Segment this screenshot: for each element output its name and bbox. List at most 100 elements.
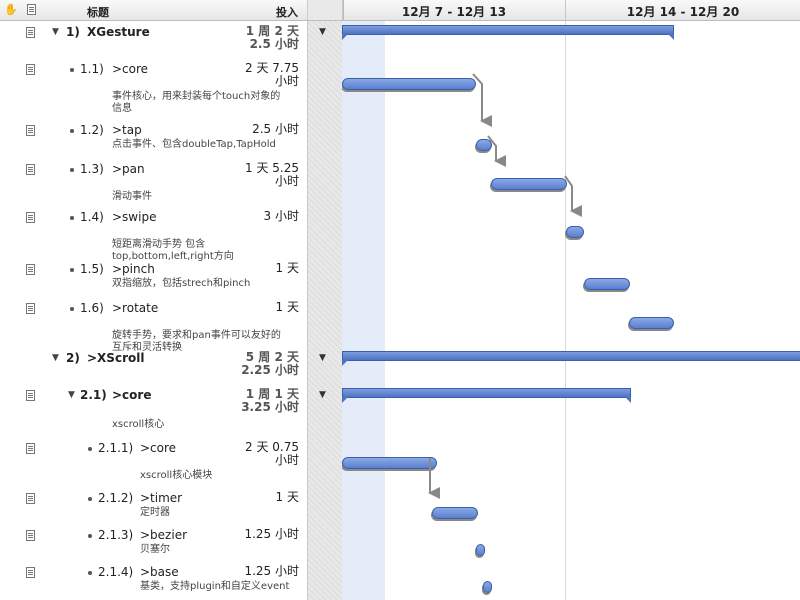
task-bar[interactable]: [432, 507, 478, 519]
bullet-icon: [70, 129, 74, 133]
note-icon[interactable]: [27, 4, 36, 15]
group-menu-icon[interactable]: ▼: [319, 353, 326, 363]
task-title[interactable]: >core: [112, 388, 152, 402]
task-bar[interactable]: [342, 457, 437, 469]
task-number: 1.5): [80, 262, 104, 276]
summary-bar[interactable]: [342, 388, 631, 403]
task-effort[interactable]: 3 小时: [189, 210, 299, 223]
task-title[interactable]: >timer: [140, 491, 183, 505]
group-menu-icon[interactable]: ▼: [319, 27, 326, 37]
task-bar[interactable]: [483, 581, 492, 593]
bullet-icon: [70, 307, 74, 311]
task-effort[interactable]: 1 天: [189, 262, 299, 275]
task-effort[interactable]: 1 周 2 天 2.5 小时: [189, 25, 299, 51]
note-icon[interactable]: [26, 125, 35, 136]
effort-line: 3.25 小时: [241, 400, 299, 414]
task-note[interactable]: 基类，支持plugin和自定义event: [140, 581, 330, 593]
effort-line: 1.25 小时: [244, 527, 299, 541]
effort-column-header[interactable]: 投入: [276, 6, 298, 19]
task-number: 2.1.1): [98, 441, 134, 455]
week-gridline: [565, 21, 566, 600]
gantt-chart[interactable]: [342, 21, 800, 600]
task-effort[interactable]: 1 周 1 天 3.25 小时: [189, 388, 299, 414]
note-icon[interactable]: [26, 303, 35, 314]
note-icon[interactable]: [26, 64, 35, 75]
note-icon[interactable]: [26, 530, 35, 541]
effort-line: 1 周 2 天: [245, 24, 299, 38]
task-title[interactable]: >core: [112, 62, 149, 76]
task-number: 2.1.3): [98, 528, 134, 542]
task-number: 1.1): [80, 62, 104, 76]
task-effort[interactable]: 1.25 小时: [189, 528, 299, 541]
group-menu-icon[interactable]: ▼: [319, 390, 326, 400]
week-separator: [565, 0, 566, 20]
effort-line: 5 周 2 天: [245, 350, 299, 364]
note-icon[interactable]: [26, 264, 35, 275]
week-label-1: 12月 7 - 12月 13: [401, 5, 507, 19]
task-effort[interactable]: 2 天 7.75 小时: [189, 62, 299, 88]
task-number: 2): [66, 351, 80, 365]
task-bar[interactable]: [491, 178, 567, 190]
effort-line: 小时: [274, 453, 299, 467]
task-note[interactable]: 贝塞尔: [140, 544, 330, 556]
effort-line: 1 天 5.25: [245, 161, 299, 175]
week-label-2: 12月 14 - 12月 20: [626, 5, 740, 19]
task-title[interactable]: >pan: [112, 162, 145, 176]
task-note[interactable]: 定时器: [140, 507, 330, 519]
task-note[interactable]: xscroll核心模块: [140, 470, 330, 482]
disclosure-triangle-icon[interactable]: ▼: [68, 390, 75, 400]
effort-line: 1 天: [275, 261, 299, 275]
task-bar[interactable]: [476, 544, 485, 556]
task-effort[interactable]: 1 天 5.25 小时: [189, 162, 299, 188]
task-note[interactable]: xscroll核心: [112, 419, 302, 431]
task-title[interactable]: >pinch: [112, 262, 155, 276]
task-title[interactable]: >core: [140, 441, 177, 455]
task-title[interactable]: >swipe: [112, 210, 157, 224]
task-bar[interactable]: [566, 226, 584, 238]
title-column-header[interactable]: 标题: [87, 6, 109, 19]
effort-line: 3 小时: [263, 209, 299, 223]
task-title[interactable]: >rotate: [112, 301, 159, 315]
task-effort[interactable]: 2 天 0.75 小时: [189, 441, 299, 467]
task-effort[interactable]: 2.5 小时: [189, 123, 299, 136]
task-effort[interactable]: 5 周 2 天 2.25 小时: [189, 351, 299, 377]
disclosure-triangle-icon[interactable]: ▼: [52, 353, 59, 363]
note-icon[interactable]: [26, 212, 35, 223]
disclosure-triangle-icon[interactable]: ▼: [52, 27, 59, 37]
summary-bar[interactable]: [342, 25, 674, 40]
note-icon[interactable]: [26, 164, 35, 175]
note-icon[interactable]: [26, 567, 35, 578]
task-bar[interactable]: [629, 317, 674, 329]
note-icon[interactable]: [26, 493, 35, 504]
note-line: xscroll核心模块: [140, 470, 213, 481]
task-note[interactable]: 双指缩放，包括strech和pinch: [112, 278, 302, 290]
task-note[interactable]: 点击事件、包含doubleTap,TapHold: [112, 139, 302, 151]
task-number: 1.3): [80, 162, 104, 176]
task-title[interactable]: >tap: [112, 123, 142, 137]
note-icon[interactable]: [26, 443, 35, 454]
task-bar[interactable]: [584, 278, 630, 290]
note-icon[interactable]: [26, 27, 35, 38]
task-note[interactable]: 旋转手势，要求和pan事件可以友好的 互斥和灵活转换: [112, 330, 302, 354]
task-number: 1.4): [80, 210, 104, 224]
task-note[interactable]: 事件核心，用来封装每个touch对象的 信息: [112, 91, 302, 115]
task-bar[interactable]: [342, 78, 476, 90]
task-note[interactable]: 短距离滑动手势 包含 top,bottom,left,right方向: [112, 239, 302, 263]
task-title[interactable]: >bezier: [140, 528, 188, 542]
summary-bar[interactable]: [342, 351, 800, 366]
note-icon[interactable]: [26, 390, 35, 401]
task-title[interactable]: >base: [140, 565, 179, 579]
task-bar[interactable]: [476, 139, 492, 151]
today-shade: [342, 21, 385, 600]
task-title[interactable]: XGesture: [87, 25, 150, 39]
task-effort[interactable]: 1 天: [189, 301, 299, 314]
task-effort[interactable]: 1 天: [189, 491, 299, 504]
hand-icon[interactable]: ✋: [4, 3, 18, 16]
note-line: top,bottom,left,right方向: [112, 251, 234, 262]
week-separator: [342, 0, 343, 20]
task-effort[interactable]: 1.25 小时: [189, 565, 299, 578]
task-note[interactable]: 滑动事件: [112, 191, 302, 203]
task-title[interactable]: >XScroll: [87, 351, 145, 365]
note-line: 基类，支持plugin和自定义event: [140, 581, 290, 592]
